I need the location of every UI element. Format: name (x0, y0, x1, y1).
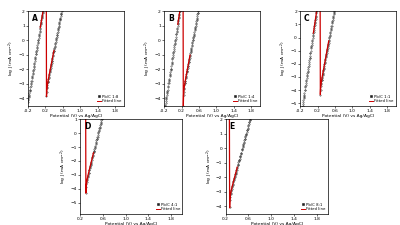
Legend: Pb/C 4:1, Fitted line: Pb/C 4:1, Fitted line (155, 202, 180, 212)
X-axis label: Potential (V) vs Ag/AgCl: Potential (V) vs Ag/AgCl (50, 114, 102, 118)
Text: D: D (84, 122, 90, 131)
Y-axis label: log J (mA cm$^{-2}$): log J (mA cm$^{-2}$) (143, 41, 153, 76)
X-axis label: Potential (V) vs Ag/AgCl: Potential (V) vs Ag/AgCl (251, 222, 303, 225)
X-axis label: Potential (V) vs Ag/AgCl: Potential (V) vs Ag/AgCl (322, 114, 374, 118)
Legend: Pb/C 8:1, Fitted line: Pb/C 8:1, Fitted line (301, 202, 326, 212)
Text: B: B (168, 14, 174, 23)
Text: C: C (304, 14, 310, 23)
Y-axis label: log J (mA cm$^{-2}$): log J (mA cm$^{-2}$) (204, 149, 214, 184)
Y-axis label: log J (mA cm$^{-2}$): log J (mA cm$^{-2}$) (59, 149, 69, 184)
Text: A: A (32, 14, 38, 23)
Text: E: E (230, 122, 235, 131)
Y-axis label: log J (mA cm$^{-2}$): log J (mA cm$^{-2}$) (279, 41, 289, 76)
X-axis label: Potential (V) vs Ag/AgCl: Potential (V) vs Ag/AgCl (186, 114, 238, 118)
Legend: Pb/C 1:1, Fitted line: Pb/C 1:1, Fitted line (369, 94, 394, 104)
X-axis label: Potential (V) vs Ag/AgCl: Potential (V) vs Ag/AgCl (105, 222, 157, 225)
Legend: Pb/C 1:8, Fitted line: Pb/C 1:8, Fitted line (97, 94, 122, 104)
Legend: Pb/C 1:4, Fitted line: Pb/C 1:4, Fitted line (233, 94, 258, 104)
Y-axis label: log J (mA cm$^{-2}$): log J (mA cm$^{-2}$) (7, 41, 17, 76)
